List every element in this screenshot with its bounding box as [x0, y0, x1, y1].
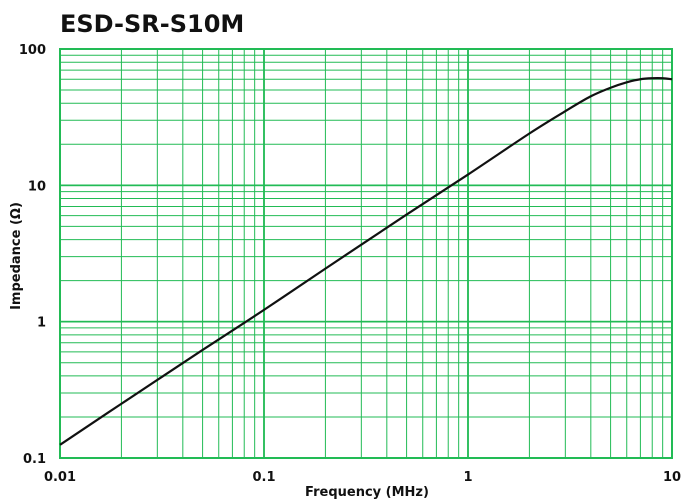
y-tick-labels: 0.1 1 10 100: [19, 43, 46, 467]
chart-title: ESD-SR-S10M: [60, 10, 244, 38]
y-axis-label: Impedance (Ω): [9, 202, 24, 310]
y-tick-label: 10: [28, 179, 46, 194]
x-tick-label: 0.01: [44, 470, 76, 485]
x-tick-labels: 0.01 0.1 1 10: [44, 470, 681, 485]
x-tick-label: 1: [463, 470, 472, 485]
x-axis-label: Frequency (MHz): [305, 485, 429, 500]
x-tick-label: 0.1: [252, 470, 275, 485]
grid: [59, 49, 672, 459]
y-tick-label: 1: [37, 316, 46, 331]
y-tick-label: 0.1: [23, 452, 46, 467]
plot-frame: [59, 48, 673, 459]
impedance-curve: [59, 77, 673, 446]
y-tick-label: 100: [19, 43, 46, 58]
x-tick-label: 10: [663, 470, 681, 485]
